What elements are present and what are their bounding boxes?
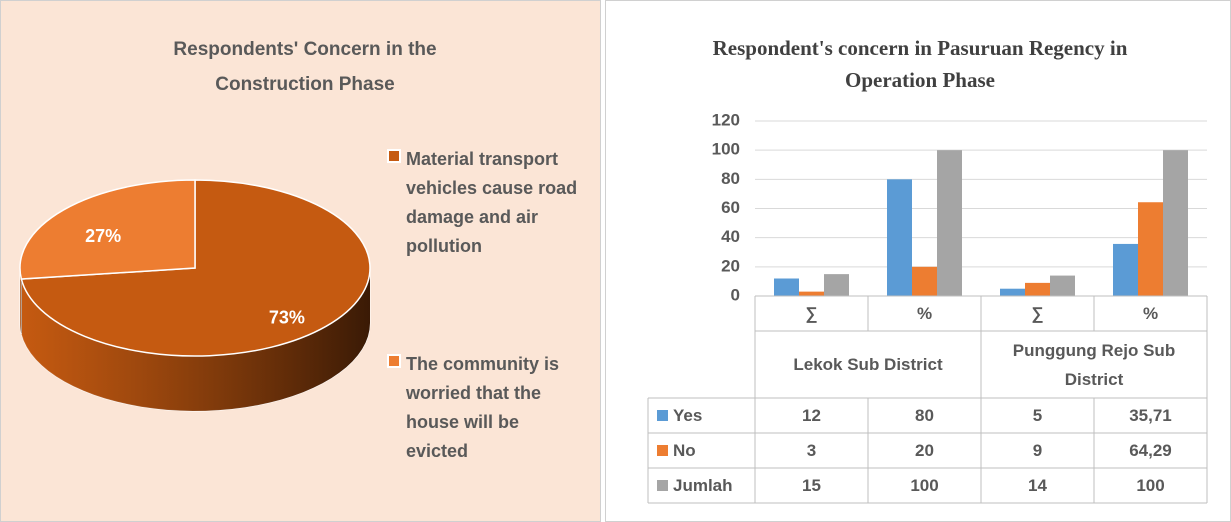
bar — [1000, 288, 1025, 296]
legend-label: No — [673, 441, 696, 460]
legend-label: The community is worried that the house … — [406, 354, 560, 461]
bar — [1113, 243, 1138, 296]
table-cell: 100 — [1136, 476, 1165, 495]
y-tick-label: 100 — [712, 140, 740, 159]
pie-side-shade — [20, 268, 22, 335]
chart-title: Respondents' Concern in the Construction… — [173, 39, 437, 95]
x-tick-label: % — [1142, 304, 1159, 323]
legend-swatch — [657, 445, 668, 456]
legend-swatch — [387, 149, 401, 163]
y-tick-label: 0 — [731, 285, 740, 304]
x-tick-label: ∑ — [805, 304, 818, 323]
legend-swatch — [657, 410, 668, 421]
table-cell: 100 — [910, 476, 939, 495]
bar — [1050, 275, 1075, 296]
legend-swatch — [387, 354, 401, 368]
table-cell: 5 — [1032, 406, 1043, 425]
bar — [1163, 150, 1188, 296]
bar — [912, 266, 937, 296]
data-label: 73% — [269, 307, 305, 327]
data-label: 27% — [85, 226, 121, 246]
bar — [937, 150, 962, 296]
table-cell: 14 — [1028, 476, 1047, 495]
table-cell: 3 — [806, 441, 817, 460]
y-tick-label: 120 — [712, 110, 740, 129]
bar — [774, 278, 799, 296]
table-cell: 35,71 — [1129, 406, 1172, 425]
bar — [1025, 282, 1050, 296]
bar — [824, 274, 849, 296]
y-tick-label: 40 — [721, 227, 740, 246]
table-cell: 20 — [915, 441, 934, 460]
table-cell: 12 — [802, 406, 821, 425]
bar — [1138, 202, 1163, 296]
pie-slice — [19, 179, 196, 280]
table-cell: 15 — [802, 476, 821, 495]
x-tick-label: ∑ — [1031, 304, 1044, 323]
group-label: Punggung Rejo Sub District — [1012, 340, 1176, 389]
bar — [887, 179, 912, 296]
legend-label: Yes — [673, 406, 703, 425]
legend-swatch — [657, 480, 668, 491]
table-cell: 9 — [1032, 441, 1043, 460]
legend-label: Jumlah — [673, 476, 733, 495]
group-label: Lekok Sub District — [793, 355, 943, 374]
x-tick-label: % — [916, 304, 933, 323]
table-cell: 80 — [915, 406, 934, 425]
legend-label: Material transport vehicles cause road d… — [406, 149, 578, 256]
chart-title: Respondent's concern in Pasuruan Regency… — [712, 36, 1128, 92]
bar — [799, 291, 824, 296]
y-tick-label: 20 — [721, 256, 740, 275]
table-cell: 64,29 — [1129, 441, 1172, 460]
y-tick-label: 80 — [721, 169, 740, 188]
y-tick-label: 60 — [721, 198, 740, 217]
pie-side-shade — [21, 268, 371, 411]
